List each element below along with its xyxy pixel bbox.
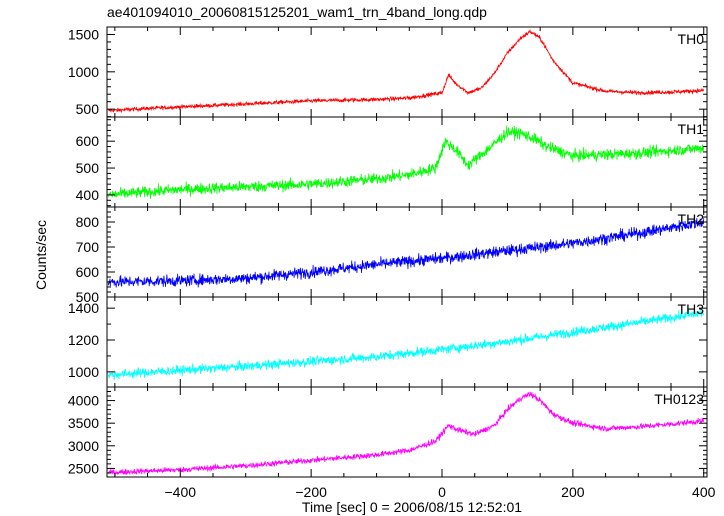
x-tick-label: −200	[295, 484, 327, 500]
panels: 500 1000 1500 TH0 400 500 600 TH1 500 600 700 800 TH…	[68, 26, 716, 500]
x-tick-label: 400	[692, 484, 716, 500]
panel-label: TH3	[678, 301, 705, 317]
y-tick-label: 1000	[68, 64, 99, 80]
panel-label: TH2	[678, 211, 705, 227]
series-line-th0	[108, 29, 705, 113]
panel-frame	[106, 116, 708, 208]
panel-th1: 400 500 600 TH1	[76, 116, 708, 208]
series-line-th1	[107, 125, 705, 199]
y-tick-label: 4000	[68, 393, 99, 409]
x-axis-label: Time [sec] 0 = 2006/08/15 12:52:01	[302, 499, 522, 515]
series-line-th3	[107, 309, 705, 381]
panel-th3: 1000 1200 1400 TH3	[68, 296, 708, 388]
panel-th0: 500 1000 1500 TH0	[68, 26, 708, 118]
y-axis-label: Counts/sec	[33, 220, 49, 290]
y-tick-label: 600	[76, 133, 100, 149]
y-tick-label: 500	[76, 160, 100, 176]
y-tick-label: 1400	[68, 300, 99, 316]
panel-frame	[106, 296, 708, 388]
x-tick-label: 200	[561, 484, 585, 500]
panel-frame	[106, 26, 708, 118]
y-tick-label: 500	[76, 101, 100, 117]
series-line-th2	[107, 217, 705, 288]
y-tick-label: 700	[76, 239, 100, 255]
y-tick-label: 3000	[68, 438, 99, 454]
y-tick-label: 500	[76, 289, 100, 305]
panel-label: TH0	[678, 31, 705, 47]
panel-th0123: 2500 3000 3500 4000 TH0123	[68, 386, 708, 478]
y-tick-label: 1000	[68, 364, 99, 380]
y-tick-label: 1200	[68, 332, 99, 348]
panel-th2: 500 600 700 800 TH2	[76, 206, 708, 305]
y-tick-label: 400	[76, 187, 100, 203]
x-tick-label: 0	[438, 484, 446, 500]
panel-frame	[106, 386, 708, 478]
y-tick-label: 1500	[68, 26, 99, 42]
y-tick-label: 600	[76, 264, 100, 280]
chart-title: ae401094010_20060815125201_wam1_trn_4ban…	[107, 4, 487, 20]
series-line-th0123	[107, 391, 705, 477]
y-tick-label: 2500	[68, 460, 99, 476]
x-tick-label: −400	[165, 484, 197, 500]
panel-label: TH0123	[654, 391, 704, 407]
panel-label: TH1	[678, 121, 705, 137]
y-tick-label: 3500	[68, 415, 99, 431]
panel-frame	[106, 206, 708, 298]
y-tick-label: 800	[76, 214, 100, 230]
